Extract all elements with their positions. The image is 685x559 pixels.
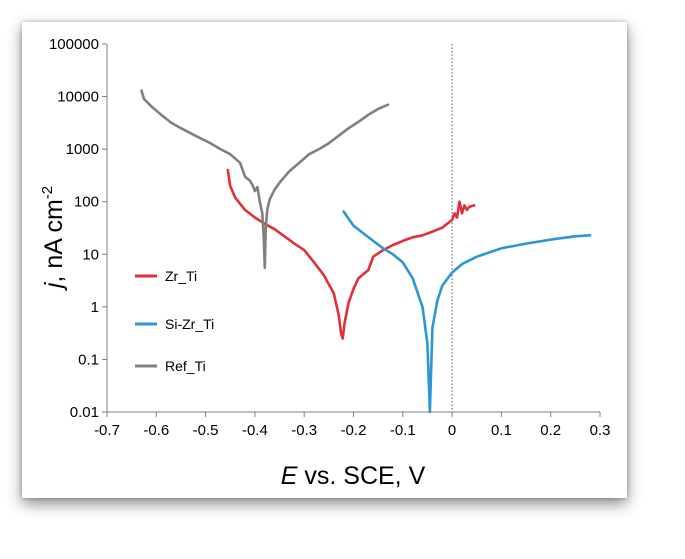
- x-axis-title-text: vs. SCE, V: [297, 462, 425, 490]
- x-tick-label: -0.4: [242, 422, 268, 439]
- x-tick-label: 0.1: [491, 422, 512, 439]
- x-tick-label: -0.6: [143, 422, 169, 439]
- series-group: [140, 89, 592, 414]
- legend-label: Si-Zr_Ti: [165, 316, 214, 332]
- y-tick-label: 1: [91, 299, 99, 316]
- x-tick-label: 0.3: [590, 422, 611, 439]
- y-axis-title-text: , nA cm: [40, 199, 68, 282]
- axes-group: [102, 43, 601, 417]
- series-line-si-zr-ti: [342, 210, 592, 414]
- y-axis-title-sup: -2: [39, 186, 56, 199]
- y-tick-label: 1000: [66, 141, 99, 158]
- x-tick-label: -0.1: [390, 422, 416, 439]
- y-tick-label: 100000: [49, 36, 99, 53]
- y-tick-label: 0.01: [70, 404, 99, 421]
- y-tick-labels: 0.01 0.1 1 10 100 1000 10000 100000: [49, 36, 99, 421]
- y-tick-label: 10: [82, 246, 99, 263]
- x-tick-label: -0.2: [341, 422, 367, 439]
- x-tick-label: 0.2: [540, 422, 561, 439]
- series-line-ref-ti: [140, 89, 390, 270]
- x-tick-label: -0.5: [193, 422, 219, 439]
- x-tick-label: -0.3: [291, 422, 317, 439]
- legend-label: Ref_Ti: [165, 358, 206, 374]
- x-axis-title: E vs. SCE, V: [281, 462, 426, 490]
- y-tick-label: 10000: [57, 89, 99, 106]
- x-tick-label: 0: [448, 422, 456, 439]
- series-line-zr-ti: [226, 168, 476, 340]
- x-tick-labels: -0.7 -0.6 -0.5 -0.4 -0.3 -0.2 -0.1 0 0.1 0.2 0.3: [94, 422, 610, 439]
- y-axis-title: j, nA cm-2: [39, 186, 68, 291]
- y-axis-title-italic: j: [40, 281, 68, 291]
- y-tick-label: 100: [74, 194, 99, 211]
- legend: Zr_Ti Si-Zr_Ti Ref_Ti: [135, 268, 214, 374]
- x-axis-title-italic: E: [281, 462, 298, 490]
- y-tick-label: 0.1: [78, 351, 99, 368]
- chart-frame: 0.01 0.1 1 10 100 1000 10000 100000 -0.7 -0.6 -0.…: [22, 22, 627, 498]
- legend-label: Zr_Ti: [165, 268, 197, 284]
- x-tick-label: -0.7: [94, 422, 120, 439]
